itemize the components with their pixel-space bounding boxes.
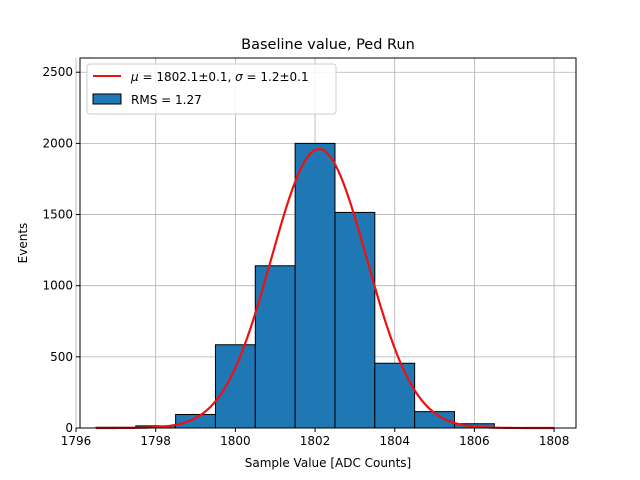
mu-symbol: μ bbox=[130, 70, 139, 84]
x-axis-label: Sample Value [ADC Counts] bbox=[245, 456, 411, 470]
x-tick-label: 1796 bbox=[61, 434, 92, 448]
x-tick-label: 1804 bbox=[379, 434, 410, 448]
y-tick-label: 1500 bbox=[42, 208, 73, 222]
x-tick-label: 1808 bbox=[539, 434, 570, 448]
gaussian-fit-line bbox=[95, 147, 555, 430]
legend-rms-label: RMS = 1.27 bbox=[131, 93, 202, 107]
fit-layer bbox=[95, 147, 555, 430]
legend-box bbox=[86, 63, 337, 115]
y-tick-label: 500 bbox=[50, 350, 73, 364]
histogram-bar bbox=[175, 413, 216, 429]
x-axis-ticks: 1796 1798 1800 1802 1804 1806 1808 bbox=[61, 428, 570, 448]
x-tick-label: 1798 bbox=[140, 434, 171, 448]
y-tick-label: 0 bbox=[65, 421, 73, 435]
x-tick-label: 1806 bbox=[459, 434, 490, 448]
histogram-bar bbox=[334, 211, 376, 429]
y-axis-label: Events bbox=[16, 223, 30, 264]
y-axis-ticks: 0 500 1000 1500 2000 2500 bbox=[42, 65, 80, 435]
chart-title: Baseline value, Ped Run bbox=[241, 37, 415, 53]
histogram-bar bbox=[214, 344, 256, 429]
y-tick-label: 2500 bbox=[42, 65, 73, 79]
legend: μ = 1802.1±0.1, σ = 1.2±0.1 RMS = 1.27 bbox=[86, 63, 337, 115]
plot-frame bbox=[79, 57, 577, 429]
y-tick-label: 2000 bbox=[42, 136, 73, 150]
y-tick-label: 1000 bbox=[42, 279, 73, 293]
bars-layer bbox=[95, 142, 535, 429]
sigma-symbol: σ bbox=[235, 70, 243, 84]
x-tick-label: 1800 bbox=[220, 434, 251, 448]
histogram-bar bbox=[294, 142, 336, 429]
histogram-bar bbox=[374, 362, 416, 429]
legend-rms-swatch bbox=[92, 93, 122, 105]
x-tick-label: 1802 bbox=[300, 434, 331, 448]
legend-fit-label: μ = 1802.1±0.1, σ = 1.2±0.1 bbox=[130, 70, 309, 84]
